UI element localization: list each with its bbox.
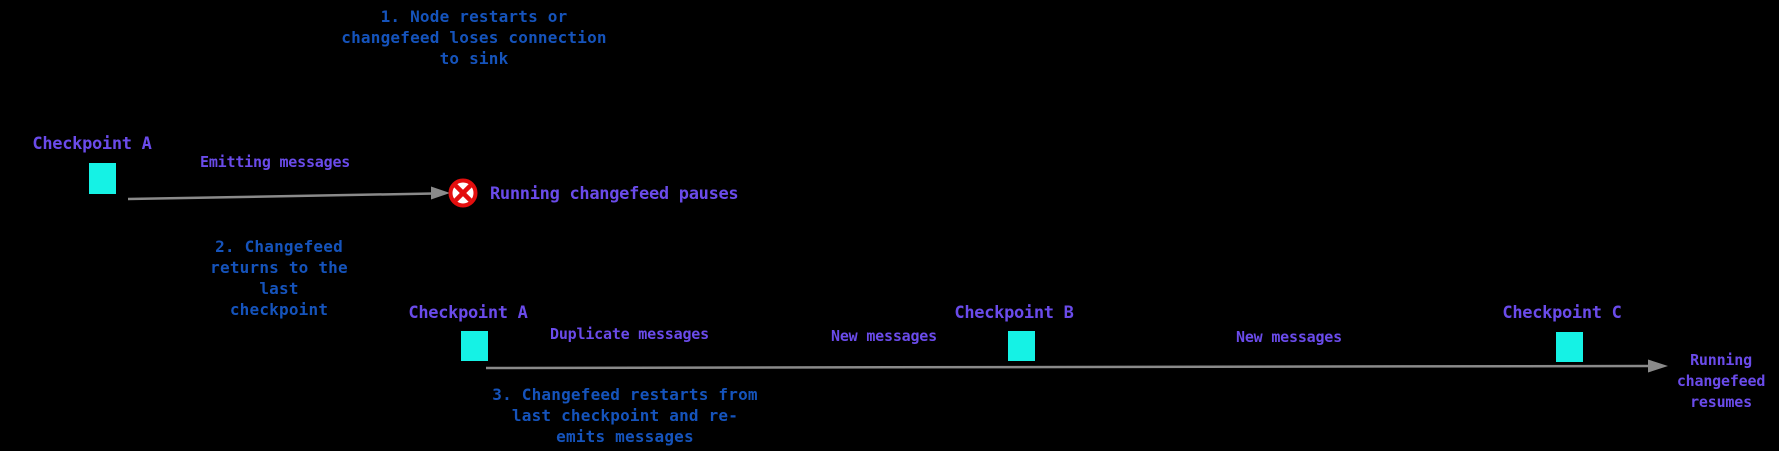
note-step3: 3. Changefeed restarts from last checkpo… xyxy=(492,385,758,446)
timeline1-checkpoint-a-marker xyxy=(89,163,116,194)
timeline2-checkpoint-c-marker xyxy=(1556,332,1583,362)
timeline2-new-messages-label-2: New messages xyxy=(1236,328,1342,346)
timeline2-checkpoint-b-marker xyxy=(1008,331,1035,361)
timeline1-checkpoint-a-label: Checkpoint A xyxy=(32,134,152,154)
note-step1: 1. Node restarts or changefeed loses con… xyxy=(341,7,607,68)
timeline2-new-messages-label-1: New messages xyxy=(831,327,937,345)
timeline2-checkpoint-a-marker xyxy=(461,331,488,361)
timeline2-duplicate-messages-label: Duplicate messages xyxy=(550,325,709,343)
timeline1-arrow xyxy=(127,186,450,201)
timeline2-resume-label: Running changefeed resumes xyxy=(1676,351,1766,411)
timeline2-checkpoint-c-label: Checkpoint C xyxy=(1502,303,1622,323)
timeline2-checkpoint-a-label: Checkpoint A xyxy=(408,303,528,323)
timeline1-emitting-messages-label: Emitting messages xyxy=(200,153,351,171)
timeline2-arrow xyxy=(485,359,1668,373)
error-icon xyxy=(448,178,478,208)
note-step2: 2. Changefeed returns to the last checkp… xyxy=(210,237,348,319)
timeline2-checkpoint-b-label: Checkpoint B xyxy=(954,303,1074,323)
timeline1-pause-label: Running changefeed pauses xyxy=(490,184,739,204)
